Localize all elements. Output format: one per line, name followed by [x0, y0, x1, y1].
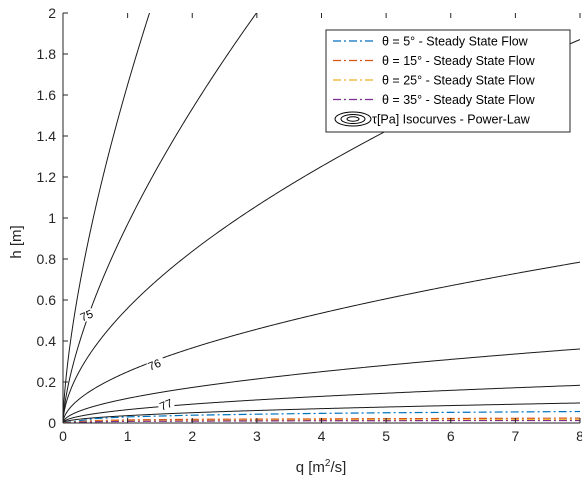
- isocurve-0: [63, 13, 151, 423]
- x-tick-label: 0: [59, 428, 67, 444]
- series-theta-5: [63, 410, 580, 423]
- legend-item: τ[Pa] Isocurves - Power-Law: [334, 111, 531, 127]
- isocurve-5: [63, 384, 580, 423]
- legend-label: θ = 15° - Steady State Flow: [382, 54, 536, 68]
- legend-label: θ = 35° - Steady State Flow: [382, 93, 536, 107]
- x-axis-label: q [m2/s]: [296, 458, 347, 476]
- contour-label: 77: [158, 398, 174, 414]
- y-tick-label: 1.2: [37, 169, 57, 185]
- x-tick-label: 4: [318, 428, 326, 444]
- legend-label: τ[Pa] Isocurves - Power-Law: [372, 113, 531, 127]
- y-tick-label: 2: [48, 5, 56, 21]
- y-axis-label: h [m]: [8, 225, 25, 258]
- axes: 0 1 2 3 4 5 6 7 8 0 0.2 0.4 0.6 0.8 1 1.2 1.4 1.6 1.8 2: [37, 5, 582, 444]
- legend-label: θ = 25° - Steady State Flow: [382, 74, 536, 88]
- y-tick-label: 1.4: [37, 128, 57, 144]
- legend: θ = 5° - Steady State Flow θ = 15° - Stea…: [325, 29, 571, 133]
- x-tick-label: 8: [576, 428, 582, 444]
- isocurve-lines: [63, 13, 580, 423]
- y-tick-label: 0.8: [37, 251, 57, 267]
- legend-box: [325, 29, 571, 133]
- x-tick-label: 3: [253, 428, 261, 444]
- x-tick-label: 2: [188, 428, 196, 444]
- contour-label-bg: [158, 397, 175, 411]
- y-tick-label: 1.6: [37, 87, 57, 103]
- y-tick-label: 0.4: [37, 333, 57, 349]
- legend-label: θ = 5° - Steady State Flow: [382, 35, 529, 49]
- x-ticks: 0 1 2 3 4 5 6 7 8: [59, 13, 582, 444]
- steady-state-series: [63, 410, 580, 423]
- contour-label-bg: [146, 357, 163, 371]
- isocurve-3: [63, 261, 580, 423]
- y-tick-label: 0.2: [37, 374, 57, 390]
- legend-swatch-contour: [340, 114, 366, 124]
- contour-labels: 75 76 77: [78, 308, 175, 414]
- contour-label-bg: [78, 308, 95, 322]
- y-ticks: 0 0.2 0.4 0.6 0.8 1 1.2 1.4 1.6 1.8 2: [37, 5, 68, 431]
- legend-item: θ = 25° - Steady State Flow: [333, 74, 536, 88]
- isocurve-4: [63, 348, 580, 423]
- legend-swatch-contour: [334, 111, 372, 127]
- isocurve-6: [63, 402, 580, 423]
- legend-swatch-contour: [346, 116, 360, 122]
- series-theta-15: [63, 417, 580, 423]
- x-tick-label: 6: [447, 428, 455, 444]
- legend-item: θ = 35° - Steady State Flow: [333, 93, 536, 107]
- y-tick-label: 0.6: [37, 292, 57, 308]
- y-tick-label: 1.8: [37, 46, 57, 62]
- legend-item: θ = 5° - Steady State Flow: [333, 35, 529, 49]
- series-theta-35: [63, 419, 580, 423]
- x-tick-label: 7: [511, 428, 519, 444]
- contour-label: 75: [79, 308, 95, 324]
- x-tick-label: 1: [124, 428, 132, 444]
- isocurve-1: [63, 13, 258, 423]
- contour-label: 76: [147, 358, 163, 374]
- y-tick-label: 1: [48, 210, 56, 226]
- x-tick-label: 5: [382, 428, 390, 444]
- legend-item: θ = 15° - Steady State Flow: [333, 54, 536, 68]
- y-tick-label: 0: [48, 415, 56, 431]
